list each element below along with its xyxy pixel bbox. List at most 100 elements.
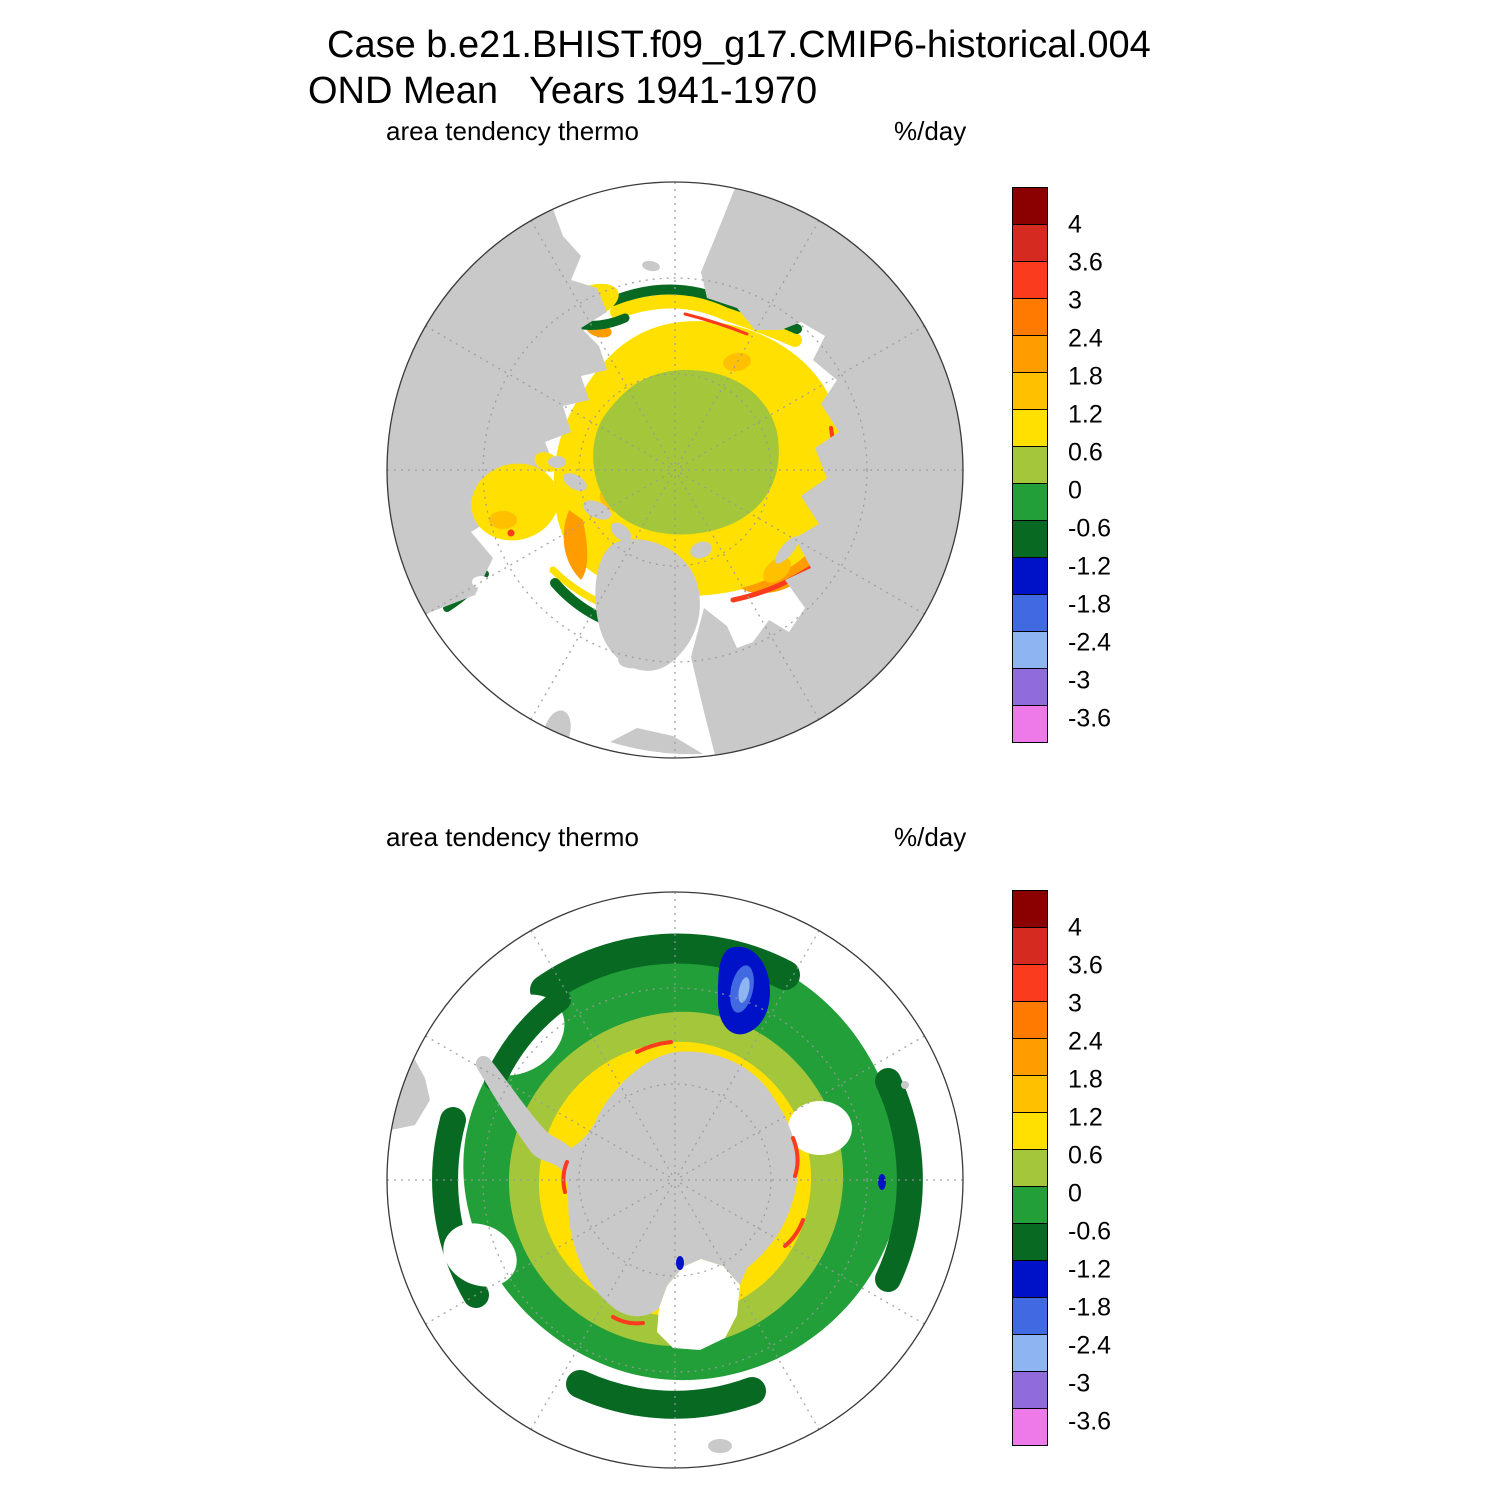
coast-red-speck-lower-right <box>783 1218 805 1248</box>
colorbar-tick-label: 4 <box>1068 210 1082 239</box>
colorbar-box <box>1012 372 1048 410</box>
arctic-map-border <box>386 181 964 759</box>
land-eurasia <box>691 188 963 755</box>
land-svalbard <box>690 541 712 559</box>
antarctic-variable-label: area tendency thermo <box>386 822 639 852</box>
land-antarctica <box>475 1051 798 1317</box>
colorbar-box <box>1012 927 1048 965</box>
antarctic-map <box>386 891 964 1469</box>
colorbar-tick-label: 0 <box>1068 1179 1082 1208</box>
antarctic-graticule <box>387 892 963 1468</box>
colorbar-box <box>1012 483 1048 521</box>
land-small-island-right <box>901 1081 909 1089</box>
colorbar-tick-label: -3.6 <box>1068 1407 1112 1436</box>
colorbar-box <box>1012 1297 1048 1335</box>
colorbar-box <box>1012 594 1048 632</box>
outer-darkgreen-lobe-bottom <box>566 1370 766 1419</box>
colorbar-tick-label: 1.2 <box>1068 400 1103 429</box>
colorbar-box <box>1012 631 1048 669</box>
arctic-graticule <box>387 182 963 758</box>
colorbar-tick-label: 2.4 <box>1068 324 1103 353</box>
colorbar-box <box>1012 224 1048 262</box>
arctic-units-label: %/day <box>894 116 967 146</box>
colorbar-box <box>1012 1223 1048 1261</box>
colorbar-box <box>1012 964 1048 1002</box>
ice-gold-patch-laptev <box>723 352 751 372</box>
antarctic-map-border <box>386 891 964 1469</box>
plot-title-season-years: OND Mean Years 1941-1970 <box>308 70 818 112</box>
colorbar-box <box>1012 1371 1048 1409</box>
hudson-bay-red-speck <box>507 529 515 537</box>
arctic-variable-label: area tendency thermo <box>386 116 639 146</box>
ice-edge-orange-baffin <box>563 510 588 580</box>
colorbar-tick-label: 2.4 <box>1068 1027 1103 1056</box>
colorbar-box <box>1012 1408 1048 1446</box>
colorbar-box <box>1012 335 1048 373</box>
navy-speck-bottom <box>676 1256 684 1270</box>
land-iceland <box>618 647 652 669</box>
coast-red-speck-top <box>635 1040 673 1054</box>
colorbar-box <box>1012 668 1048 706</box>
colorbar-tick-label: -1.2 <box>1068 1255 1112 1284</box>
colorbar-tick-label: -1.8 <box>1068 590 1112 619</box>
arctic-archipelago-island-2 <box>582 500 612 520</box>
colorbar-box <box>1012 1334 1048 1372</box>
colorbar-tick-label: -3 <box>1068 1369 1091 1398</box>
outer-darkgreen-lobe-right <box>875 1068 923 1292</box>
colorbar-tick-label: -2.4 <box>1068 1331 1112 1360</box>
land-novaya-zemlya <box>775 536 799 564</box>
colorbar-tick-label: -3.6 <box>1068 704 1112 733</box>
arctic-archipelago-island-1 <box>563 473 587 491</box>
antarctic-colorbar: 4 3.6 3 2.4 1.8 1.2 0.6 0 -0.6 -1.2 -1.8 -2.4 -3 -3.6 <box>1012 890 1142 1465</box>
ice-gold-patch-barents <box>763 557 791 583</box>
arctic-archipelago-island-3 <box>610 522 632 542</box>
colorbar-tick-label: 3 <box>1068 286 1082 315</box>
colorbar-box <box>1012 409 1048 447</box>
land-europe <box>610 728 703 755</box>
colorbar-tick-label: 1.8 <box>1068 1065 1103 1094</box>
colorbar-tick-label: -1.8 <box>1068 1293 1112 1322</box>
colorbar-box <box>1012 1112 1048 1150</box>
colorbar-box <box>1012 1075 1048 1113</box>
antarctic-units-label: %/day <box>894 822 967 852</box>
colorbar-box <box>1012 1186 1048 1224</box>
land-small-island-bottom <box>708 1439 732 1453</box>
land-south-america-tip <box>391 1058 430 1130</box>
colorbar-box <box>1012 298 1048 336</box>
colorbar-tick-label: -3 <box>1068 666 1091 695</box>
land-ireland <box>524 728 542 752</box>
siberian-coast-yellow-band <box>610 294 802 347</box>
colorbar-box <box>1012 1001 1048 1039</box>
colorbar-tick-label: 1.2 <box>1068 1103 1103 1132</box>
colorbar-tick-label: 4 <box>1068 913 1082 942</box>
colorbar-box <box>1012 1260 1048 1298</box>
colorbar-box <box>1012 520 1048 558</box>
colorbar-tick-label: 3 <box>1068 989 1082 1018</box>
land-wrangel-island <box>642 260 660 272</box>
coast-red-speck-right <box>791 1136 800 1178</box>
weddell-lightblue-core <box>738 977 750 1003</box>
ocean-gap-lower-left <box>443 1223 517 1287</box>
colorbar-tick-label: 0.6 <box>1068 1141 1103 1170</box>
coast-red-speck-left <box>561 1160 569 1194</box>
arctic-map <box>386 181 964 759</box>
colorbar-tick-label: 3.6 <box>1068 248 1103 277</box>
arctic-archipelago-island-4 <box>548 456 566 468</box>
colorbar-box <box>1012 261 1048 299</box>
colorbar-box <box>1012 1149 1048 1187</box>
colorbar-box <box>1012 446 1048 484</box>
siberian-coast-red-line <box>683 312 749 336</box>
plot-title-case: Case b.e21.BHIST.f09_g17.CMIP6-historica… <box>327 24 1151 66</box>
navy-speck-right <box>878 1174 886 1190</box>
land-north-america <box>387 209 607 614</box>
hudson-bay-gold <box>489 511 517 529</box>
colorbar-box <box>1012 187 1048 225</box>
colorbar-tick-label: -2.4 <box>1068 628 1112 657</box>
arctic-colorbar: 4 3.6 3 2.4 1.8 1.2 0.6 0 -0.6 -1.2 -1.8 -2.4 -3 -3.6 <box>1012 187 1142 762</box>
coast-red-speck-bottom <box>611 1315 645 1326</box>
land-greenland <box>595 539 700 671</box>
colorbar-box <box>1012 705 1048 743</box>
colorbar-tick-label: 1.8 <box>1068 362 1103 391</box>
colorbar-box <box>1012 1038 1048 1076</box>
